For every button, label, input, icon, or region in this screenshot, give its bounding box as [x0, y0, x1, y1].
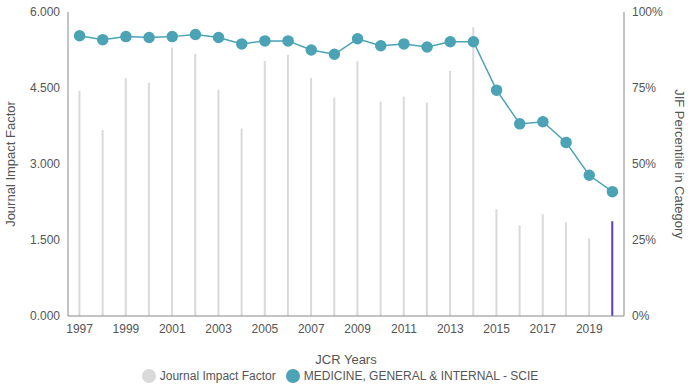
svg-text:2009: 2009	[344, 322, 371, 336]
svg-text:2013: 2013	[437, 322, 464, 336]
svg-text:2017: 2017	[530, 322, 557, 336]
svg-text:4.500: 4.500	[30, 81, 60, 95]
svg-text:100%: 100%	[632, 5, 663, 19]
svg-text:Journal Impact Factor: Journal Impact Factor	[8, 100, 18, 226]
svg-text:75%: 75%	[632, 81, 656, 95]
svg-text:0.000: 0.000	[30, 309, 60, 323]
svg-text:JIF Percentile in Category: JIF Percentile in Category	[672, 89, 686, 239]
svg-text:1.500: 1.500	[30, 233, 60, 247]
svg-text:1997: 1997	[66, 322, 93, 336]
svg-text:3.000: 3.000	[30, 157, 60, 171]
svg-text:2011: 2011	[391, 322, 417, 336]
svg-text:JCR Years: JCR Years	[315, 352, 377, 367]
svg-text:2001: 2001	[159, 322, 186, 336]
svg-text:0%: 0%	[632, 309, 650, 323]
svg-text:2019: 2019	[576, 322, 603, 336]
svg-text:25%: 25%	[632, 233, 656, 247]
svg-text:2007: 2007	[298, 322, 325, 336]
svg-text:6.000: 6.000	[30, 5, 60, 19]
html-text:Journal Impact Factor: Journal Impact Factor	[159, 369, 276, 383]
svg-text:50%: 50%	[632, 157, 656, 171]
svg-text:2015: 2015	[483, 322, 510, 336]
svg-text:2003: 2003	[205, 322, 232, 336]
svg-text:2005: 2005	[252, 322, 279, 336]
svg-text:1999: 1999	[113, 322, 140, 336]
html-text:MEDICINE, GENERAL & INTERNAL -: MEDICINE, GENERAL & INTERNAL - SCIE	[303, 369, 539, 383]
